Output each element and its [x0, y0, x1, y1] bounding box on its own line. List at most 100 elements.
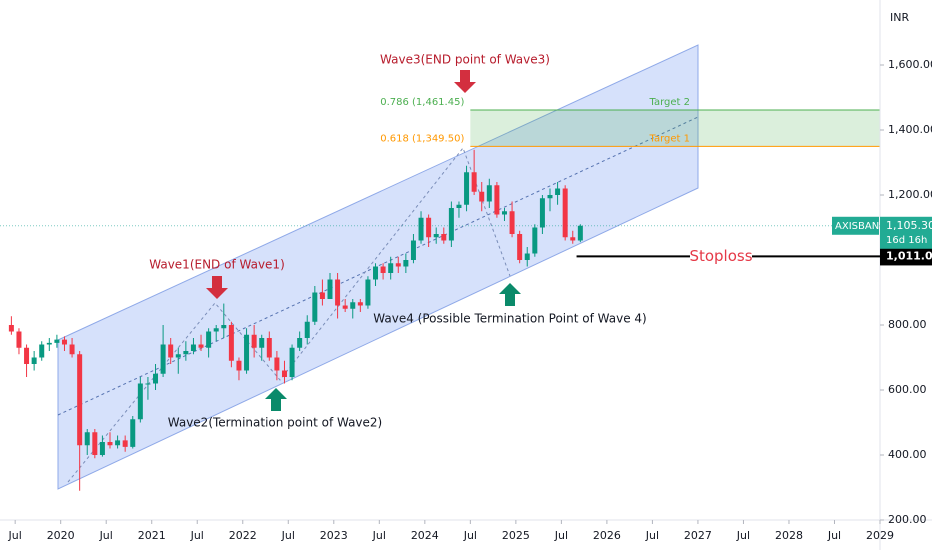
- candle-body: [54, 339, 60, 343]
- candle-body: [137, 383, 143, 420]
- candle-body: [281, 370, 287, 377]
- overlay: Wave3(END point of Wave3) Wave1(END of W…: [149, 53, 646, 430]
- y-tick-label: 1,400.00: [888, 123, 932, 136]
- symbol-tag: [832, 216, 879, 235]
- level-name: Target 2: [649, 97, 690, 108]
- stoploss-text: Stoploss: [689, 247, 752, 265]
- candle-body: [441, 234, 447, 241]
- x-tick-label: 2021: [138, 529, 166, 542]
- candle-body: [555, 188, 561, 195]
- candle-body: [570, 237, 576, 241]
- x-tick-label: Jul: [554, 529, 568, 542]
- arrow-up: [499, 283, 521, 306]
- candle-body: [175, 354, 181, 358]
- arrow-down: [454, 70, 476, 93]
- candle-body: [31, 357, 37, 364]
- candle-body: [160, 344, 166, 374]
- candle-body: [84, 432, 90, 446]
- candle-body: [426, 217, 432, 238]
- candle-body: [448, 208, 454, 241]
- marks: [0, 109, 880, 491]
- candle-body: [327, 279, 333, 299]
- candle-body: [61, 339, 67, 345]
- y-tick-label: 800.00: [888, 318, 927, 331]
- candle-body: [198, 344, 204, 348]
- candle-body: [16, 331, 22, 348]
- x-tick-label: 2029: [866, 529, 894, 542]
- candle-body: [471, 172, 477, 192]
- y-tick-label: 600.00: [888, 383, 927, 396]
- candle-body: [380, 266, 386, 273]
- candle-body: [547, 195, 553, 199]
- candle-body: [350, 302, 356, 309]
- candle-body: [153, 373, 159, 384]
- candle-body: [395, 263, 401, 267]
- x-tick-label: Jul: [99, 529, 113, 542]
- candle-body: [577, 225, 583, 241]
- candle-body: [206, 331, 212, 348]
- candle-body: [236, 360, 242, 371]
- candle-body: [342, 305, 348, 309]
- candle-body: [403, 260, 409, 267]
- candle-body: [274, 357, 280, 371]
- x-tick-label: Jul: [190, 529, 204, 542]
- x-tick-label: Jul: [281, 529, 295, 542]
- candle-body: [8, 325, 14, 332]
- candle-body: [319, 292, 325, 299]
- candle-body: [532, 227, 538, 254]
- candle-body: [501, 211, 507, 215]
- x-tick-label: 2024: [411, 529, 439, 542]
- candle-body: [266, 338, 272, 358]
- candle-body: [373, 266, 379, 280]
- candle-body: [122, 440, 128, 447]
- y-tick-label: 200.00: [888, 513, 927, 526]
- x-tick-label: 2026: [593, 529, 621, 542]
- candle-body: [486, 185, 492, 202]
- x-tick-label: 2020: [47, 529, 75, 542]
- level-name: Target 1: [649, 133, 690, 144]
- target-zone: [470, 110, 880, 147]
- candle-body: [213, 328, 219, 332]
- candle-body: [190, 344, 196, 351]
- candle-body: [251, 334, 257, 348]
- channel-midline: [57, 116, 699, 416]
- annotation: Wave2(Termination point of Wave2): [168, 416, 382, 430]
- candle-body: [304, 321, 310, 338]
- level-label: 0.786 (1,461.45): [380, 97, 464, 108]
- candle-body: [539, 198, 545, 228]
- candle-body: [115, 440, 121, 446]
- candle-body: [183, 351, 189, 355]
- candle-body: [24, 347, 30, 364]
- arrow-down: [206, 276, 228, 299]
- annotation: Wave3(END point of Wave3): [380, 53, 550, 67]
- x-tick-label: Jul: [8, 529, 22, 542]
- price-tag: [880, 216, 932, 249]
- candle-body: [92, 432, 98, 455]
- candle-body: [418, 217, 424, 241]
- candle-body: [168, 344, 174, 358]
- annotation: Wave1(END of Wave1): [149, 258, 285, 272]
- candle-body: [494, 185, 500, 215]
- y-tick-label: 1,600.00: [888, 58, 932, 71]
- x-tick-label: Jul: [372, 529, 386, 542]
- candle-body: [297, 338, 303, 348]
- y-tick-label: 400.00: [888, 448, 927, 461]
- candle-body: [259, 338, 265, 348]
- x-tick-label: 2028: [775, 529, 803, 542]
- candle-body: [524, 253, 530, 260]
- candle-body: [456, 204, 462, 208]
- x-tick-label: 2025: [502, 529, 530, 542]
- candle-body: [228, 325, 234, 361]
- stoploss-tag: [880, 247, 932, 266]
- y-tick-label: 1,200.00: [888, 188, 932, 201]
- candle-body: [39, 344, 45, 358]
- candle-body: [99, 442, 105, 455]
- level-label: 0.618 (1,349.50): [380, 133, 464, 144]
- candle-body: [145, 383, 151, 385]
- candle-body: [69, 344, 75, 355]
- x-tick-label: 2027: [684, 529, 712, 542]
- candle-body: [388, 263, 394, 273]
- candle-body: [410, 240, 416, 260]
- candle-body: [517, 234, 523, 260]
